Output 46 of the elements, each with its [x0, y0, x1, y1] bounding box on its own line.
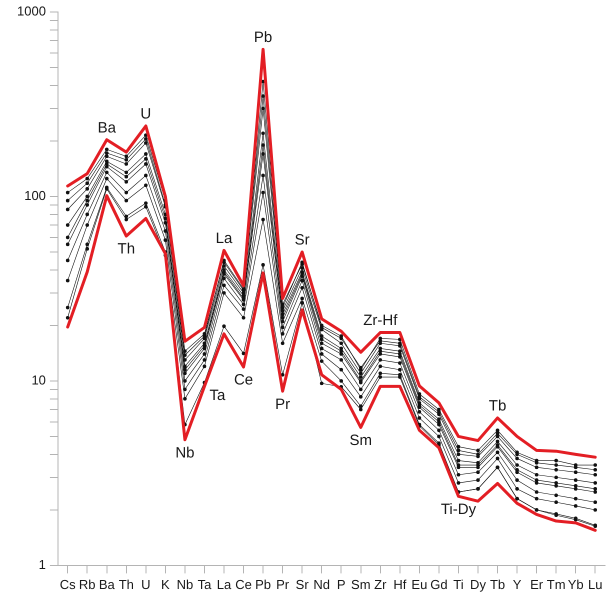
x-tick-label: La	[216, 576, 232, 592]
x-tick-label: U	[141, 576, 151, 592]
x-tick-label: Er	[530, 576, 544, 592]
x-tick-label: Sm	[351, 576, 371, 592]
annotation: Nb	[175, 444, 195, 462]
x-tick-label: Lu	[588, 576, 602, 592]
x-tick-label: Rb	[78, 576, 96, 592]
annotation: Ta	[209, 386, 226, 404]
y-tick-label: 100	[24, 188, 46, 204]
y-tick-label: 1	[38, 556, 46, 572]
x-tick-label: Ti	[453, 576, 464, 592]
y-tick-label: 10	[31, 372, 46, 388]
x-tick-label: Nb	[176, 576, 194, 592]
x-tick-label: Yb	[568, 576, 584, 592]
x-tick-label: Ta	[198, 576, 212, 592]
annotation: Ti-Dy	[440, 500, 477, 518]
annotation: Th	[118, 240, 136, 258]
x-tick-label: Tb	[490, 576, 506, 592]
x-tick-label: Th	[118, 576, 134, 592]
annotation: Tb	[488, 398, 506, 415]
x-tick-label: Hf	[393, 576, 407, 592]
x-tick-label: Cs	[60, 576, 76, 592]
x-tick-label: Pr	[276, 576, 290, 592]
annotation: Ce	[234, 372, 254, 389]
annotation: U	[140, 106, 152, 123]
x-tick-label: Nd	[313, 576, 330, 592]
x-tick-label: Zr	[374, 576, 388, 592]
x-tick-label: Tm	[546, 576, 566, 592]
annotation: Sm	[350, 432, 372, 450]
x-tick-label: Pb	[255, 576, 272, 592]
x-tick-label: Y	[512, 576, 522, 592]
x-tick-label: Ba	[98, 576, 116, 592]
annotation: Zr-Hf	[363, 312, 398, 330]
x-tick-label: Gd	[430, 576, 448, 592]
x-tick-label: Eu	[411, 576, 428, 592]
y-tick-label: 1000	[17, 4, 46, 19]
x-tick-label: Dy	[470, 576, 486, 592]
annotation: La	[216, 230, 233, 248]
annotation: Pb	[254, 29, 272, 46]
x-tick-label: Sr	[296, 576, 310, 592]
annotation: Ba	[98, 119, 117, 136]
annotation: Pr	[275, 396, 290, 413]
x-tick-label: K	[161, 576, 170, 592]
annotation: Sr	[294, 232, 310, 249]
x-tick-label: Ce	[235, 576, 252, 592]
x-tick-label: P	[336, 576, 346, 592]
